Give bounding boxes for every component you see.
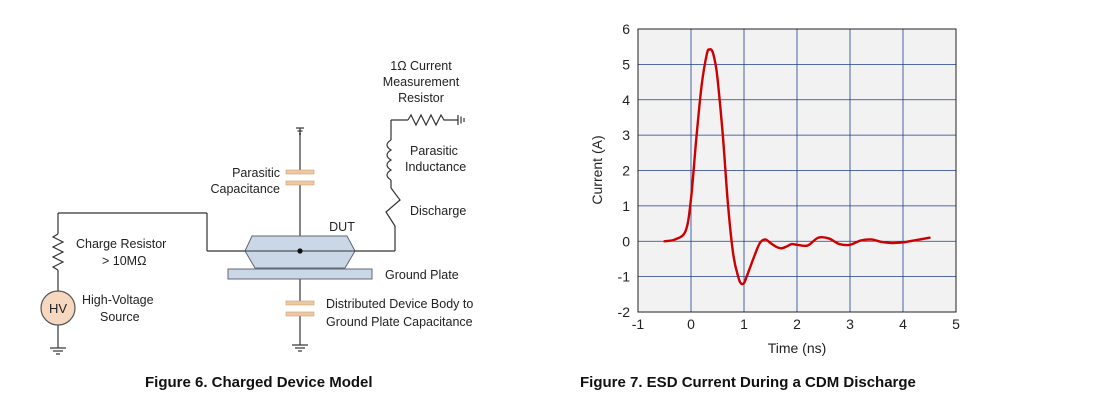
current-series-line — [663, 48, 931, 286]
x-tick-label: 1 — [740, 316, 748, 332]
y-tick-label: -1 — [618, 269, 631, 285]
charge-resistor-symbol — [51, 233, 65, 271]
discharge-spark-symbol — [385, 187, 401, 227]
dut-node — [297, 248, 303, 254]
parasitic-capacitor-plate-top — [285, 169, 315, 175]
x-tick-label: 2 — [793, 316, 801, 332]
x-tick-label: -1 — [632, 316, 645, 332]
discharge-label: Discharge — [410, 204, 466, 218]
y-axis-label: Current (A) — [589, 135, 605, 204]
y-tick-label: 6 — [622, 21, 630, 37]
capacitance-label-line2: Capacitance — [211, 182, 281, 196]
x-axis-label: Time (ns) — [768, 340, 827, 356]
y-tick-label: 2 — [622, 163, 630, 179]
x-tick-label: 3 — [846, 316, 854, 332]
distributed-label-line1: Distributed Device Body to — [326, 297, 473, 311]
plot-border — [637, 28, 957, 313]
charge-resistor-label-line1: Charge Resistor — [76, 237, 166, 251]
inductance-label-line1: Parasitic — [410, 144, 458, 158]
capacitance-label-line1: Parasitic — [232, 166, 280, 180]
ground-top-icon — [296, 127, 304, 140]
distributed-capacitor-plate-bottom — [285, 311, 315, 317]
x-tick-label: 5 — [952, 316, 960, 332]
ground-plate — [227, 268, 373, 280]
ground-hv-icon — [50, 347, 66, 355]
y-tick-label: 1 — [622, 198, 630, 214]
charged-device-model-diagram: 1Ω Current Measurement Resistor Parasiti… — [40, 59, 473, 355]
y-tick-label: 0 — [622, 233, 630, 249]
resistor-label-line2: Measurement — [383, 75, 460, 89]
distributed-capacitor-plate-top — [285, 300, 315, 306]
resistor-label-line1: 1Ω Current — [390, 59, 452, 73]
x-tick-label: 0 — [687, 316, 695, 332]
figure7-caption: Figure 7. ESD Current During a CDM Disch… — [580, 374, 916, 391]
distributed-label-line2: Ground Plate Capacitance — [326, 315, 473, 329]
x-tick-labels: -1 0 1 2 3 4 5 — [632, 316, 960, 332]
y-tick-label: -2 — [618, 304, 631, 320]
ground-plate-icon — [292, 344, 308, 352]
y-tick-label: 3 — [622, 127, 630, 143]
resistor-label-line3: Resistor — [398, 91, 444, 105]
figure6-caption: Figure 6. Charged Device Model — [145, 374, 373, 391]
y-tick-labels: -2 -1 0 1 2 3 4 5 6 — [618, 21, 631, 320]
ground-plate-label: Ground Plate — [385, 268, 459, 282]
hv-source-icon — [40, 290, 76, 326]
parasitic-capacitor-plate-bottom — [285, 180, 315, 186]
charge-resistor-label-line2: > 10MΩ — [102, 254, 146, 268]
hv-label: HV — [49, 301, 67, 316]
hv-source-label-line1: High-Voltage — [82, 293, 154, 307]
y-tick-label: 5 — [622, 56, 630, 72]
inductance-label-line2: Inductance — [405, 160, 466, 174]
y-tick-label: 4 — [622, 92, 630, 108]
ground-resistor-icon — [457, 115, 465, 125]
measurement-resistor-symbol — [407, 113, 458, 127]
dut-label: DUT — [329, 220, 355, 234]
x-tick-label: 4 — [899, 316, 907, 332]
parasitic-inductor-symbol — [386, 139, 393, 181]
hv-source-label-line2: Source — [100, 310, 140, 324]
